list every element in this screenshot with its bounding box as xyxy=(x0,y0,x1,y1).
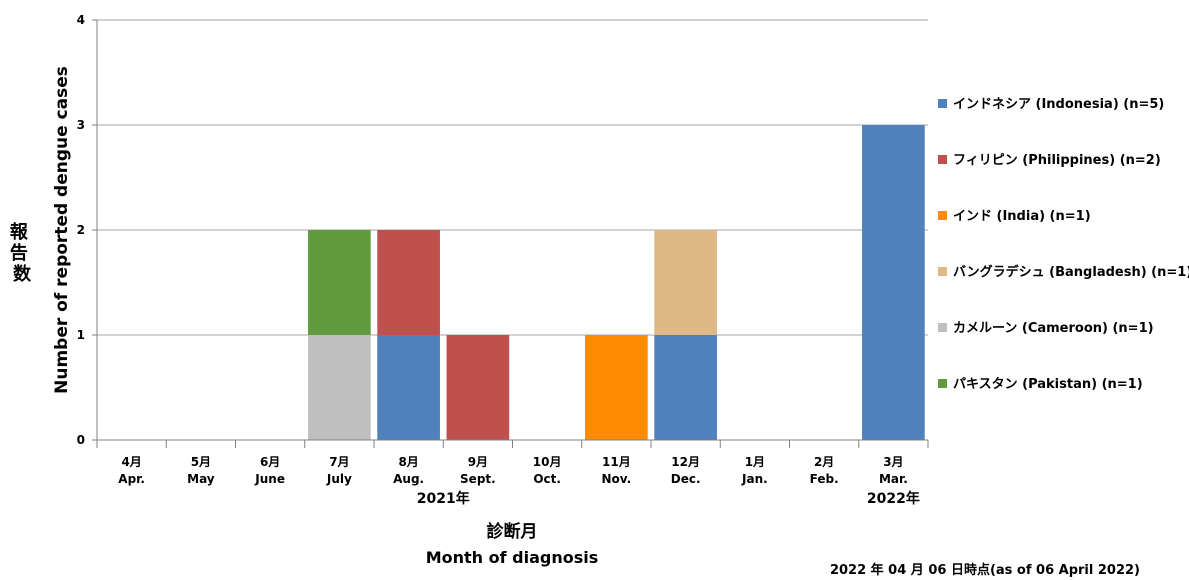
bar-8-0 xyxy=(654,335,717,440)
x-tick-label-jp-5: 9月 xyxy=(468,455,488,469)
legend-swatch-3 xyxy=(938,267,947,276)
x-tick-label-jp-3: 7月 xyxy=(329,455,349,469)
y-axis-title-jp: 報 告 数 xyxy=(10,221,34,285)
x-tick-label-jp-6: 10月 xyxy=(533,455,562,469)
y-tick-label-4: 4 xyxy=(77,13,85,27)
x-tick-label-jp-2: 6月 xyxy=(260,455,280,469)
axis-layer: 0 1 2 3 4 4月 Apr. 5月 May 6月 June 7月 July 8月 Aug. 9月 Sept… xyxy=(77,13,929,507)
x-tick-label-jp-10: 2月 xyxy=(814,455,834,469)
y-axis-title-jp-char-2: 告 xyxy=(10,242,28,264)
x-tick-label-en-4: Aug. xyxy=(393,472,424,486)
x-tick-label-en-3: July xyxy=(326,472,352,486)
bar-4-0 xyxy=(377,335,440,440)
x-tick-label-jp-7: 11月 xyxy=(602,455,631,469)
legend-swatch-5 xyxy=(938,379,947,388)
legend-swatch-2 xyxy=(938,211,947,220)
legend-label-4: カメルーン (Cameroon) (n=1) xyxy=(953,321,1154,336)
y-tick-label-1: 1 xyxy=(77,328,85,342)
x-tick-label-jp-9: 1月 xyxy=(745,455,765,469)
legend-layer: インドネシア (Indonesia) (n=5) フィリピン (Philippin… xyxy=(938,97,1189,392)
grid-layer xyxy=(97,19,928,336)
x-tick-label-jp-8: 12月 xyxy=(671,455,700,469)
bar-11-0 xyxy=(862,125,925,440)
x-tick-label-jp-4: 8月 xyxy=(398,455,418,469)
bar-3-1 xyxy=(308,335,371,440)
legend-label-0: インドネシア (Indonesia) (n=5) xyxy=(953,97,1164,112)
y-axis-title-jp-char-1: 報 xyxy=(10,221,29,243)
x-tick-label-en-0: Apr. xyxy=(118,472,145,486)
x-tick-label-en-8: Dec. xyxy=(671,472,701,486)
x-tick-label-en-11: Mar. xyxy=(879,472,908,486)
x-axis-title-jp: 診断月 xyxy=(487,521,538,542)
x-axis-title-en: Month of diagnosis xyxy=(426,548,599,567)
x-tick-label-en-10: Feb. xyxy=(810,472,839,486)
year-label-0: 2021年 xyxy=(417,490,470,507)
bar-7-3 xyxy=(585,335,648,440)
legend-swatch-1 xyxy=(938,155,947,164)
bar-5-2 xyxy=(446,335,510,440)
x-tick-label-en-2: June xyxy=(254,472,285,486)
y-tick-label-0: 0 xyxy=(77,433,85,447)
y-tick-label-2: 2 xyxy=(77,223,85,237)
x-tick-label-jp-1: 5月 xyxy=(191,455,211,469)
bar-4-2 xyxy=(377,230,440,335)
y-axis-title-en: Number of reported dengue cases xyxy=(52,66,72,394)
legend-label-5: パキスタン (Pakistan) (n=1) xyxy=(953,377,1143,392)
y-tick-label-3: 3 xyxy=(77,118,85,132)
x-tick-label-jp-11: 3月 xyxy=(883,455,903,469)
bars-layer xyxy=(308,125,925,440)
x-tick-label-en-1: May xyxy=(187,472,215,486)
legend-label-2: インド (India) (n=1) xyxy=(953,209,1091,224)
bar-3-5 xyxy=(308,230,371,335)
x-tick-label-en-9: Jan. xyxy=(741,472,768,486)
legend-swatch-4 xyxy=(938,323,947,332)
y-axis-title-jp-char-3: 数 xyxy=(13,263,32,285)
x-tick-label-en-6: Oct. xyxy=(533,472,561,486)
year-label-1: 2022年 xyxy=(867,490,920,507)
legend-swatch-0 xyxy=(938,99,947,108)
x-tick-label-en-5: Sept. xyxy=(460,472,496,486)
x-tick-label-en-7: Nov. xyxy=(602,472,632,486)
footnote: 2022 年 04 月 06 日時点(as of 06 April 2022) xyxy=(830,562,1140,578)
x-tick-label-jp-0: 4月 xyxy=(121,455,141,469)
legend-label-1: フィリピン (Philippines) (n=2) xyxy=(953,153,1161,168)
legend-label-3: バングラデシュ (Bangladesh) (n=1) xyxy=(953,264,1189,280)
bar-8-4 xyxy=(654,230,717,335)
